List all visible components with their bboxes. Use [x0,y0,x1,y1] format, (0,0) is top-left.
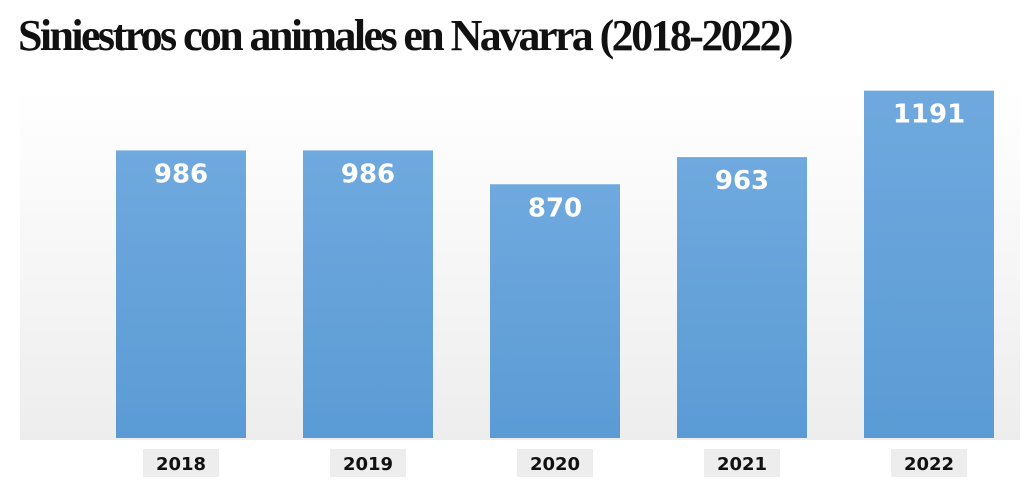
tick-label-background-2021 [704,449,780,477]
bar-2020 [490,184,620,438]
chart-title: Siniestros con animales en Navarra (2018… [18,11,794,60]
tick-label-background-2020 [517,449,593,477]
tick-label-background-2019 [330,449,406,477]
bar-2021 [677,157,807,438]
x-axis-ticks: 2018 2019 2020 2021 2022 [143,449,967,477]
value-label-2021: 963 [715,166,769,196]
x-tick-label-2022: 2022 [904,454,954,475]
bars-layer [116,90,994,438]
x-tick-label-2018: 2018 [156,454,206,475]
x-tick-label-2021: 2021 [717,454,767,475]
value-label-2018: 986 [154,159,208,189]
bar-2022 [864,90,994,438]
x-tick-label-2019: 2019 [343,454,393,475]
x-tick-label-2020: 2020 [530,454,580,475]
bar-2018 [116,150,246,438]
value-label-2019: 986 [341,159,395,189]
bar-2019 [303,150,433,438]
value-label-2020: 870 [528,193,582,223]
tick-label-background-2018 [143,449,219,477]
value-label-2022: 1191 [893,100,965,130]
value-labels-layer: 986 986 870 963 1191 [154,100,965,224]
tick-label-background-2022 [891,449,967,477]
